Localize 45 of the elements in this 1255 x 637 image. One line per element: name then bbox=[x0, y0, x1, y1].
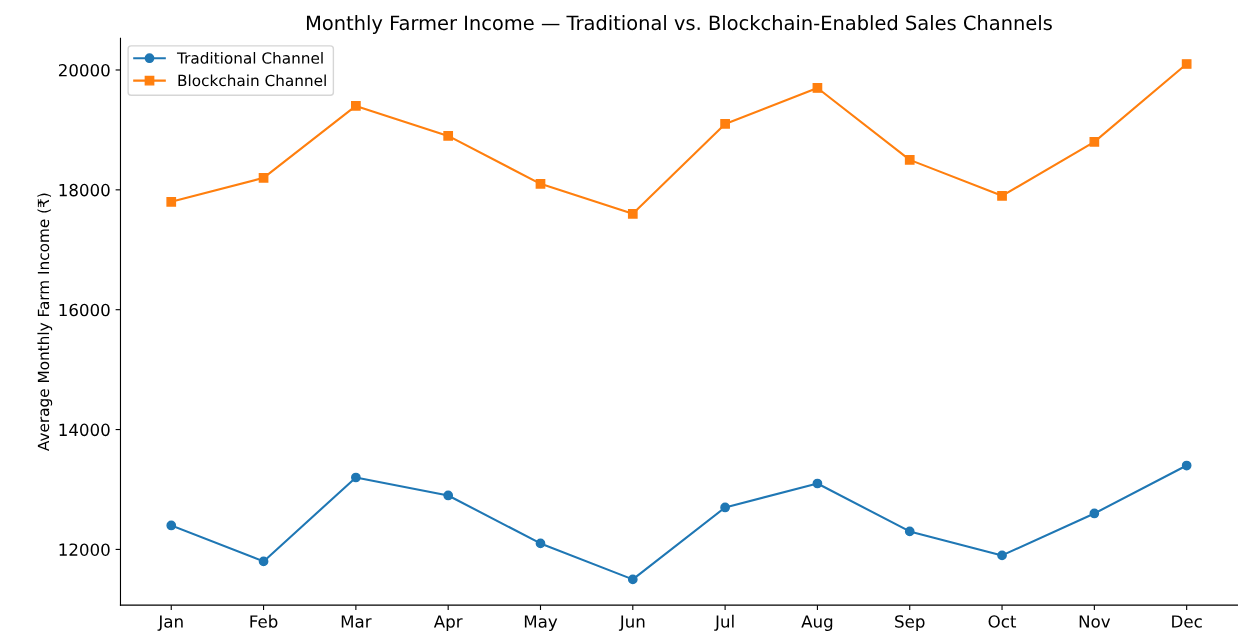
point bbox=[258, 556, 269, 567]
legend-label: Traditional Channel bbox=[176, 51, 323, 64]
point bbox=[904, 155, 915, 165]
chart-title: Monthly Farmer Income — Traditional vs. Blockchain-Enabled Sales Channels bbox=[306, 15, 1052, 34]
x-tick-label: Jul bbox=[714, 614, 734, 631]
x-tick-label: Jun bbox=[618, 615, 645, 631]
point bbox=[997, 550, 1007, 561]
x-tick-label: Oct bbox=[988, 615, 1017, 628]
y-tick-label: 18000 bbox=[59, 183, 110, 197]
point bbox=[1181, 460, 1192, 471]
point bbox=[904, 526, 915, 537]
point bbox=[1181, 59, 1192, 69]
point bbox=[720, 502, 730, 513]
point bbox=[1089, 508, 1100, 519]
point bbox=[443, 131, 454, 141]
point bbox=[351, 472, 361, 483]
x-tick-label: Feb bbox=[250, 614, 278, 628]
y-tick-label: 14000 bbox=[59, 423, 110, 437]
x-tick-label: Nov bbox=[1079, 615, 1111, 628]
legend-label: Blockchain Channel bbox=[178, 74, 326, 87]
point bbox=[812, 478, 823, 489]
point bbox=[627, 574, 638, 585]
y-tick-label: 16000 bbox=[59, 303, 110, 317]
x-tick-label: Dec bbox=[1172, 615, 1202, 628]
y-tick-label: 20000 bbox=[58, 63, 110, 77]
point bbox=[812, 83, 823, 93]
point bbox=[351, 101, 361, 111]
x-tick-label: Aug bbox=[801, 615, 833, 631]
point bbox=[535, 178, 546, 189]
x-tick-label: Apr bbox=[433, 615, 463, 631]
point bbox=[258, 172, 269, 183]
point bbox=[720, 119, 730, 129]
point bbox=[535, 538, 546, 549]
x-tick-label: Sep bbox=[895, 615, 925, 631]
point bbox=[443, 490, 454, 501]
point bbox=[997, 190, 1007, 201]
point bbox=[627, 208, 638, 219]
y-tick-label: 12000 bbox=[59, 543, 110, 556]
point bbox=[166, 196, 177, 207]
x-tick-label: Mar bbox=[341, 615, 372, 628]
x-tick-label: May bbox=[524, 615, 558, 631]
point bbox=[1089, 137, 1100, 147]
x-tick-label: Jan bbox=[157, 615, 183, 631]
y-axis-title: Average Monthly Farm Income (₹) bbox=[37, 193, 53, 451]
point bbox=[166, 520, 177, 531]
